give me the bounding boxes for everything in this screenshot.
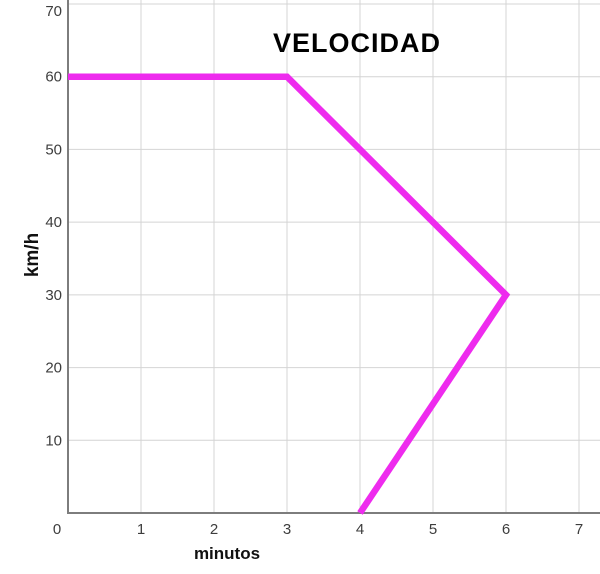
x-axis-label: minutos	[194, 544, 260, 563]
x-tick-label-3: 3	[283, 521, 291, 538]
grid-layer	[68, 0, 600, 513]
x-tick-label-4: 4	[356, 521, 364, 538]
y-tick-label-20: 20	[45, 360, 62, 377]
x-tick-label-0: 0	[53, 521, 61, 538]
x-tick-label-5: 5	[429, 521, 437, 538]
x-tick-label-6: 6	[502, 521, 510, 538]
x-tick-label-1: 1	[137, 521, 145, 538]
x-tick-labels: 0 1 2 3 4 5 6 7	[53, 521, 583, 538]
y-tick-label-70: 70	[45, 3, 62, 20]
y-axis-label: km/h	[22, 233, 43, 277]
y-tick-label-50: 50	[45, 141, 62, 158]
velocity-line	[68, 73, 511, 515]
x-tick-label-2: 2	[210, 521, 218, 538]
y-tick-labels: 10 20 30 40 50 60 70	[45, 3, 62, 449]
chart-title: VELOCIDAD	[273, 28, 441, 58]
y-tick-label-10: 10	[45, 432, 62, 449]
y-tick-label-30: 30	[45, 287, 62, 304]
y-tick-label-60: 60	[45, 69, 62, 86]
y-tick-label-40: 40	[45, 214, 62, 231]
axes-layer	[67, 0, 600, 514]
x-tick-label-7: 7	[575, 521, 583, 538]
